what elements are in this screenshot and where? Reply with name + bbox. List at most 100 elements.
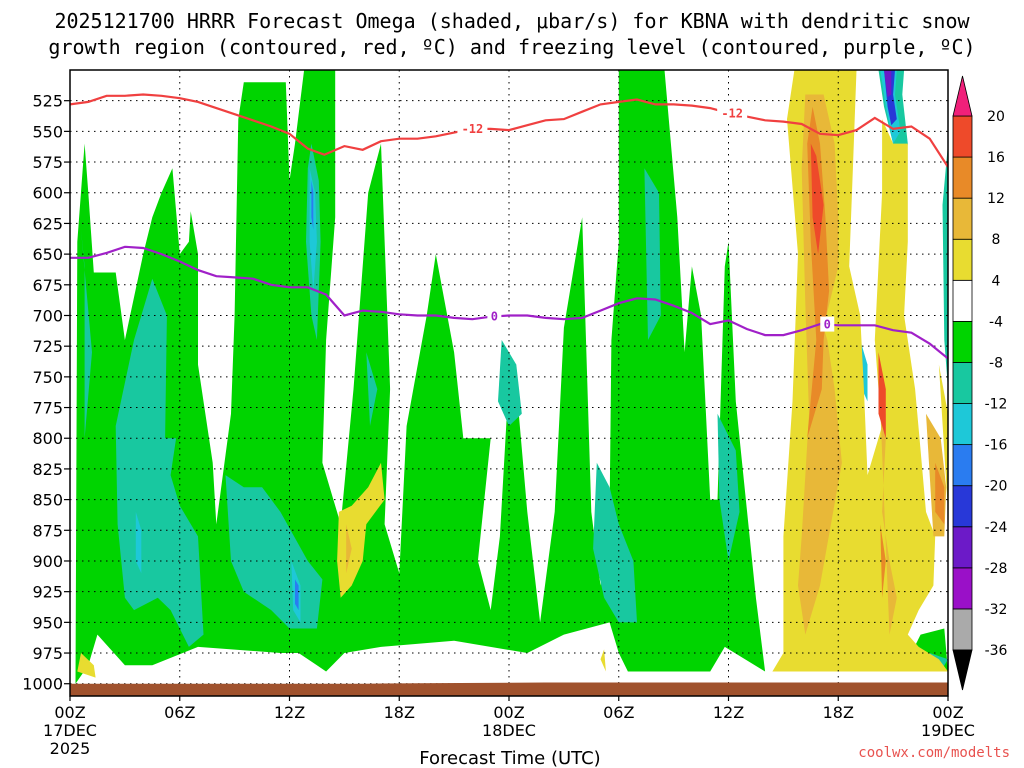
x-tick-label: 12Z (713, 703, 744, 722)
omega-region-35 (935, 462, 945, 525)
y-tick-label: 950 (32, 613, 63, 632)
y-tick-label: 675 (32, 276, 63, 295)
omega-region-17 (311, 180, 314, 230)
x-tick-label: 00Z (932, 703, 963, 722)
colorbar-segment (952, 608, 973, 651)
colorbar-label: -24 (985, 520, 1008, 536)
colorbar-segment (952, 526, 973, 569)
y-tick-label: 750 (32, 368, 63, 387)
colorbar-label: 20 (987, 109, 1005, 125)
y-tick-label: 625 (32, 214, 63, 233)
terrain-layer (70, 682, 948, 696)
x-tick-label: 06Z (603, 703, 634, 722)
y-tick-label: 875 (32, 521, 63, 540)
omega-region-24 (77, 653, 96, 678)
x-tick-label: 2025 (50, 739, 91, 758)
terrain-fill (70, 682, 948, 696)
y-tick-label: 600 (32, 184, 63, 203)
omega-region-18 (295, 579, 299, 611)
omega-region-2 (81, 229, 92, 439)
credit-text: coolwx.com/modelts (858, 745, 1010, 761)
dendritic-contour-label-0: -12 (462, 122, 484, 136)
omega-region-26 (600, 649, 606, 672)
colorbar-label: 12 (987, 191, 1005, 207)
colorbar-bottom-triangle (952, 649, 973, 691)
colorbar: 20 16 12 8 4 -4 -8 -12 -16 -20 -24 -28 -32 -36 (952, 75, 1008, 691)
colorbar-label: -12 (985, 397, 1008, 413)
omega-region-37 (878, 352, 886, 439)
omega-region-29 (346, 524, 352, 574)
colorbar-label: -32 (985, 602, 1008, 618)
y-tick-label: 850 (32, 491, 63, 510)
omega-region-6 (366, 352, 378, 426)
colorbar-top-triangle (952, 75, 973, 117)
omega-region-23 (942, 143, 948, 390)
y-tick-label: 700 (32, 306, 63, 325)
y-tick-label: 775 (32, 399, 63, 418)
colorbar-segment (952, 444, 973, 487)
x-tick-label: 06Z (164, 703, 195, 722)
x-tick-label: 00Z (493, 703, 524, 722)
colorbar-segment (952, 403, 973, 446)
contour-label-bg (457, 120, 488, 136)
y-axis: 525 550 575 600 625 650 675 700 725 750 775 800 825 8… (22, 92, 70, 694)
colorbar-segment (952, 567, 973, 610)
colorbar-segment (952, 156, 973, 199)
dendritic-contour-label-1: -12 (721, 107, 743, 121)
freezing-contour-label-0: 0 (491, 309, 498, 323)
colorbar-segment (952, 115, 973, 158)
omega-region-14 (135, 511, 142, 574)
x-tick-label: 17DEC (43, 721, 97, 740)
dendritic-growth-contour (70, 93, 948, 168)
freezing-contour-label-1: 0 (824, 318, 831, 332)
contour-label-bg (820, 316, 835, 332)
omega-region-7 (498, 340, 522, 426)
colorbar-label: -4 (989, 314, 1003, 330)
contour-label-bg (487, 308, 502, 324)
y-tick-label: 650 (32, 245, 63, 264)
y-tick-label: 900 (32, 552, 63, 571)
colorbar-segment (952, 362, 973, 404)
y-tick-label: 975 (32, 644, 63, 663)
colorbar-segment (952, 197, 973, 240)
y-tick-label: 725 (32, 337, 63, 356)
y-tick-label: 525 (32, 92, 63, 111)
omega-region-22 (884, 70, 892, 97)
y-tick-label: 1000 (22, 675, 63, 694)
colorbar-label: -20 (985, 479, 1008, 495)
omega-region-34 (880, 524, 886, 598)
colorbar-segment (952, 279, 973, 322)
x-tick-label: 18DEC (482, 721, 536, 740)
contour-layer: -12 -12 0 0 (70, 93, 948, 360)
omega-region-31 (878, 364, 897, 635)
x-tick-label: 18Z (384, 703, 415, 722)
colorbar-segment (952, 485, 973, 528)
colorbar-label: 16 (987, 150, 1005, 166)
y-tick-label: 800 (32, 429, 63, 448)
colorbar-label: 8 (992, 232, 1001, 248)
chart-title-line2: growth region (contoured, red, ºC) and f… (48, 35, 975, 59)
y-tick-label: 575 (32, 153, 63, 172)
y-tick-label: 925 (32, 583, 63, 602)
colorbar-label: -36 (985, 643, 1008, 659)
omega-region-8 (593, 462, 637, 623)
x-axis-title: Forecast Time (UTC) (419, 748, 600, 768)
omega-region-10 (717, 413, 740, 561)
chart-title-line1: 2025121700 HRRR Forecast Omega (shaded, … (54, 9, 970, 33)
colorbar-label: -16 (985, 438, 1008, 454)
colorbar-label: -8 (989, 355, 1003, 371)
colorbar-segment (952, 320, 973, 363)
contour-label-bg (717, 105, 748, 121)
x-tick-label: 19DEC (921, 721, 975, 740)
colorbar-label: -28 (985, 561, 1008, 577)
colorbar-label: 4 (992, 273, 1001, 289)
x-tick-label: 12Z (274, 703, 305, 722)
omega-region-28 (938, 364, 948, 512)
omega-region-36 (810, 143, 824, 255)
y-tick-label: 825 (32, 460, 63, 479)
colorbar-segment (952, 238, 973, 281)
x-tick-label: 18Z (823, 703, 854, 722)
y-tick-label: 550 (32, 122, 63, 141)
